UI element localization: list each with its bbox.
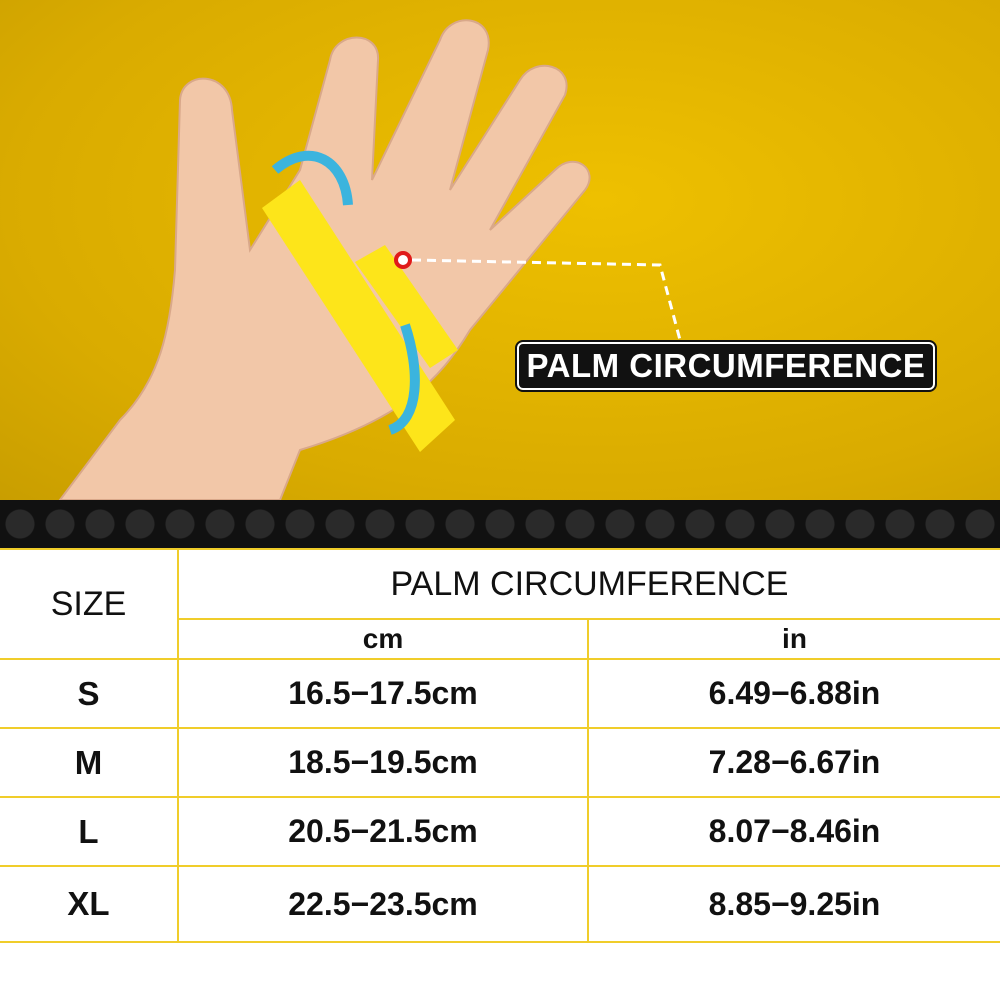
in-cell: 6.49−6.88in [587, 658, 1000, 729]
cm-cell: 18.5−19.5cm [177, 727, 589, 798]
hexagon-pattern-band [0, 500, 1000, 548]
table-row: S 16.5−17.5cm 6.49−6.88in [0, 658, 1000, 729]
cm-header: cm [178, 618, 589, 660]
size-cell: S [0, 658, 179, 729]
in-cell: 8.07−8.46in [587, 796, 1000, 867]
in-cell: 8.85−9.25in [587, 865, 1000, 943]
table-row: L 20.5−21.5cm 8.07−8.46in [0, 796, 1000, 867]
tape-measure-right [355, 245, 458, 368]
table-row: M 18.5−19.5cm 7.28−6.67in [0, 727, 1000, 798]
dashed-leader-line [411, 258, 682, 341]
size-chart-table: SIZE PALM CIRCUMFERENCE cm in S 16.5−17.… [0, 548, 1000, 943]
in-header: in [587, 618, 1000, 660]
palm-circumference-callout: PALM CIRCUMFERENCE [515, 340, 937, 392]
tape-measure-left [262, 180, 455, 452]
in-cell: 7.28−6.67in [587, 727, 1000, 798]
arrow-icon [387, 323, 420, 435]
arrow-icon [271, 150, 353, 206]
product-photo: PALM CIRCUMFERENCE [0, 0, 1000, 500]
marker-dot [394, 251, 412, 269]
size-cell: XL [0, 865, 179, 943]
hand-illustration [58, 19, 682, 500]
cm-cell: 20.5−21.5cm [177, 796, 589, 867]
size-header: SIZE [0, 548, 179, 660]
cm-cell: 16.5−17.5cm [177, 658, 589, 729]
palm-circumference-header: PALM CIRCUMFERENCE [177, 548, 1000, 620]
size-cell: L [0, 796, 179, 867]
size-cell: M [0, 727, 179, 798]
cm-cell: 22.5−23.5cm [177, 865, 589, 943]
table-row: XL 22.5−23.5cm 8.85−9.25in [0, 865, 1000, 943]
